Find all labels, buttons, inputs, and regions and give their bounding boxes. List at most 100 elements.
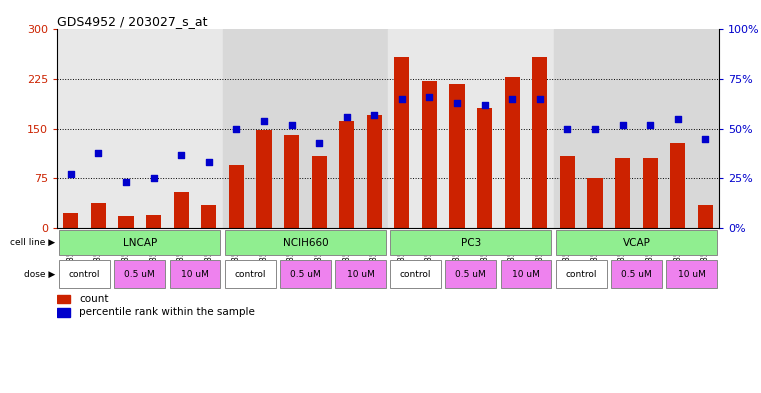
Bar: [498, 29, 526, 228]
FancyBboxPatch shape: [224, 230, 386, 255]
Bar: [581, 29, 609, 228]
Point: [396, 96, 408, 102]
Bar: [609, 29, 636, 228]
Bar: [84, 29, 113, 228]
Bar: [636, 29, 664, 228]
FancyBboxPatch shape: [390, 230, 552, 255]
FancyBboxPatch shape: [59, 230, 221, 255]
Bar: [278, 29, 305, 228]
Bar: [416, 29, 443, 228]
Bar: [361, 29, 388, 228]
Point: [202, 159, 215, 165]
Bar: [222, 29, 250, 228]
Point: [175, 151, 187, 158]
FancyBboxPatch shape: [666, 260, 717, 288]
Bar: [167, 29, 195, 228]
Point: [479, 102, 491, 108]
Bar: [57, 308, 70, 317]
Point: [285, 121, 298, 128]
Bar: [119, 216, 134, 228]
Bar: [505, 77, 520, 228]
Bar: [692, 29, 719, 228]
Bar: [560, 156, 575, 228]
Bar: [305, 29, 333, 228]
FancyBboxPatch shape: [390, 260, 441, 288]
Bar: [698, 205, 713, 228]
FancyBboxPatch shape: [445, 260, 496, 288]
Bar: [250, 29, 278, 228]
Point: [231, 125, 243, 132]
Text: control: control: [69, 270, 100, 279]
Point: [451, 100, 463, 106]
Bar: [471, 29, 498, 228]
Text: 0.5 uM: 0.5 uM: [290, 270, 320, 279]
FancyBboxPatch shape: [59, 260, 110, 288]
Point: [423, 94, 435, 100]
Bar: [333, 29, 361, 228]
Text: dose ▶: dose ▶: [24, 270, 55, 279]
Bar: [174, 191, 189, 228]
FancyBboxPatch shape: [114, 260, 165, 288]
Point: [313, 140, 325, 146]
Bar: [195, 29, 222, 228]
FancyBboxPatch shape: [556, 230, 717, 255]
Text: control: control: [565, 270, 597, 279]
FancyBboxPatch shape: [335, 260, 386, 288]
Point: [616, 121, 629, 128]
Point: [148, 175, 160, 182]
Bar: [339, 121, 355, 228]
Bar: [63, 213, 78, 228]
Text: control: control: [400, 270, 431, 279]
Point: [65, 171, 77, 178]
FancyBboxPatch shape: [224, 260, 275, 288]
FancyBboxPatch shape: [280, 260, 331, 288]
Point: [506, 96, 518, 102]
Bar: [394, 57, 409, 228]
Bar: [57, 29, 84, 228]
Bar: [112, 29, 140, 228]
Bar: [140, 29, 167, 228]
Point: [533, 96, 546, 102]
Bar: [526, 29, 553, 228]
Text: PC3: PC3: [460, 238, 481, 248]
Bar: [388, 29, 416, 228]
Bar: [91, 203, 106, 228]
Bar: [256, 130, 272, 228]
Point: [562, 125, 574, 132]
Bar: [670, 143, 686, 228]
Bar: [284, 135, 299, 228]
Text: 0.5 uM: 0.5 uM: [125, 270, 155, 279]
Point: [672, 116, 684, 122]
Bar: [57, 294, 70, 303]
Point: [120, 179, 132, 185]
Point: [644, 121, 656, 128]
Bar: [229, 165, 244, 228]
FancyBboxPatch shape: [611, 260, 662, 288]
Bar: [615, 158, 630, 228]
Text: control: control: [234, 270, 266, 279]
Bar: [553, 29, 581, 228]
Text: 10 uM: 10 uM: [181, 270, 209, 279]
Bar: [443, 29, 471, 228]
FancyBboxPatch shape: [556, 260, 607, 288]
Text: 10 uM: 10 uM: [346, 270, 374, 279]
Text: 0.5 uM: 0.5 uM: [456, 270, 486, 279]
Text: 0.5 uM: 0.5 uM: [621, 270, 651, 279]
Bar: [587, 178, 603, 228]
Text: percentile rank within the sample: percentile rank within the sample: [79, 307, 255, 317]
Text: 10 uM: 10 uM: [512, 270, 540, 279]
Text: 10 uM: 10 uM: [677, 270, 705, 279]
Bar: [642, 158, 658, 228]
Point: [92, 149, 104, 156]
Point: [589, 125, 601, 132]
Text: LNCAP: LNCAP: [123, 238, 157, 248]
Bar: [201, 205, 216, 228]
Text: GDS4952 / 203027_s_at: GDS4952 / 203027_s_at: [57, 15, 208, 28]
Bar: [146, 215, 161, 228]
Point: [368, 112, 380, 118]
Bar: [664, 29, 692, 228]
Bar: [450, 84, 465, 228]
Bar: [477, 108, 492, 228]
FancyBboxPatch shape: [501, 260, 552, 288]
Text: cell line ▶: cell line ▶: [10, 238, 55, 247]
